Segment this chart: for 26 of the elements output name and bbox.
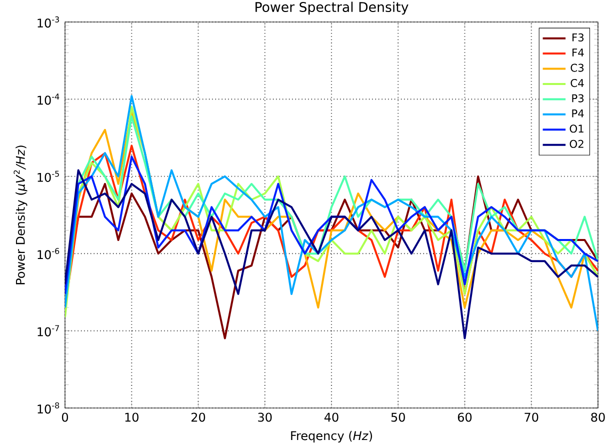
y-tick-label: 10$^{-7}$ bbox=[38, 325, 59, 336]
legend-label: C3 bbox=[570, 64, 584, 72]
legend-label: F3 bbox=[572, 33, 584, 42]
x-tick-label: 50 bbox=[391, 412, 405, 422]
x-tick-label: 10 bbox=[125, 412, 138, 422]
x-tick-label: 20 bbox=[191, 412, 206, 422]
legend-label: P4 bbox=[572, 109, 584, 118]
y-axis-title: Power Density (μV$^{2}$/Hz) bbox=[14, 146, 28, 284]
x-tick-label: 60 bbox=[458, 412, 472, 422]
chart-title: Power Spectral Density bbox=[256, 2, 408, 15]
x-tick-label: 40 bbox=[324, 412, 338, 422]
legend-label: O2 bbox=[570, 140, 584, 148]
x-tick-label: 70 bbox=[524, 412, 538, 422]
legend-label: P3 bbox=[572, 94, 584, 102]
y-tick-label: 10$^{-3}$ bbox=[38, 16, 59, 28]
legend-label: F4 bbox=[572, 48, 584, 56]
y-tick-label: 10$^{-8}$ bbox=[38, 402, 60, 414]
y-tick-label: 10$^{-5}$ bbox=[38, 170, 59, 182]
legend-label: C4 bbox=[570, 78, 584, 88]
x-axis-title: Freqency (Hz) bbox=[291, 430, 372, 443]
x-tick-label: 80 bbox=[591, 412, 605, 422]
y-tick-label: 10$^{-6}$ bbox=[38, 248, 60, 260]
x-tick-label: 30 bbox=[258, 412, 272, 422]
y-tick-label: 10$^{-4}$ bbox=[38, 94, 60, 105]
x-tick-label: 0 bbox=[62, 412, 68, 422]
legend-label: O1 bbox=[570, 124, 584, 133]
